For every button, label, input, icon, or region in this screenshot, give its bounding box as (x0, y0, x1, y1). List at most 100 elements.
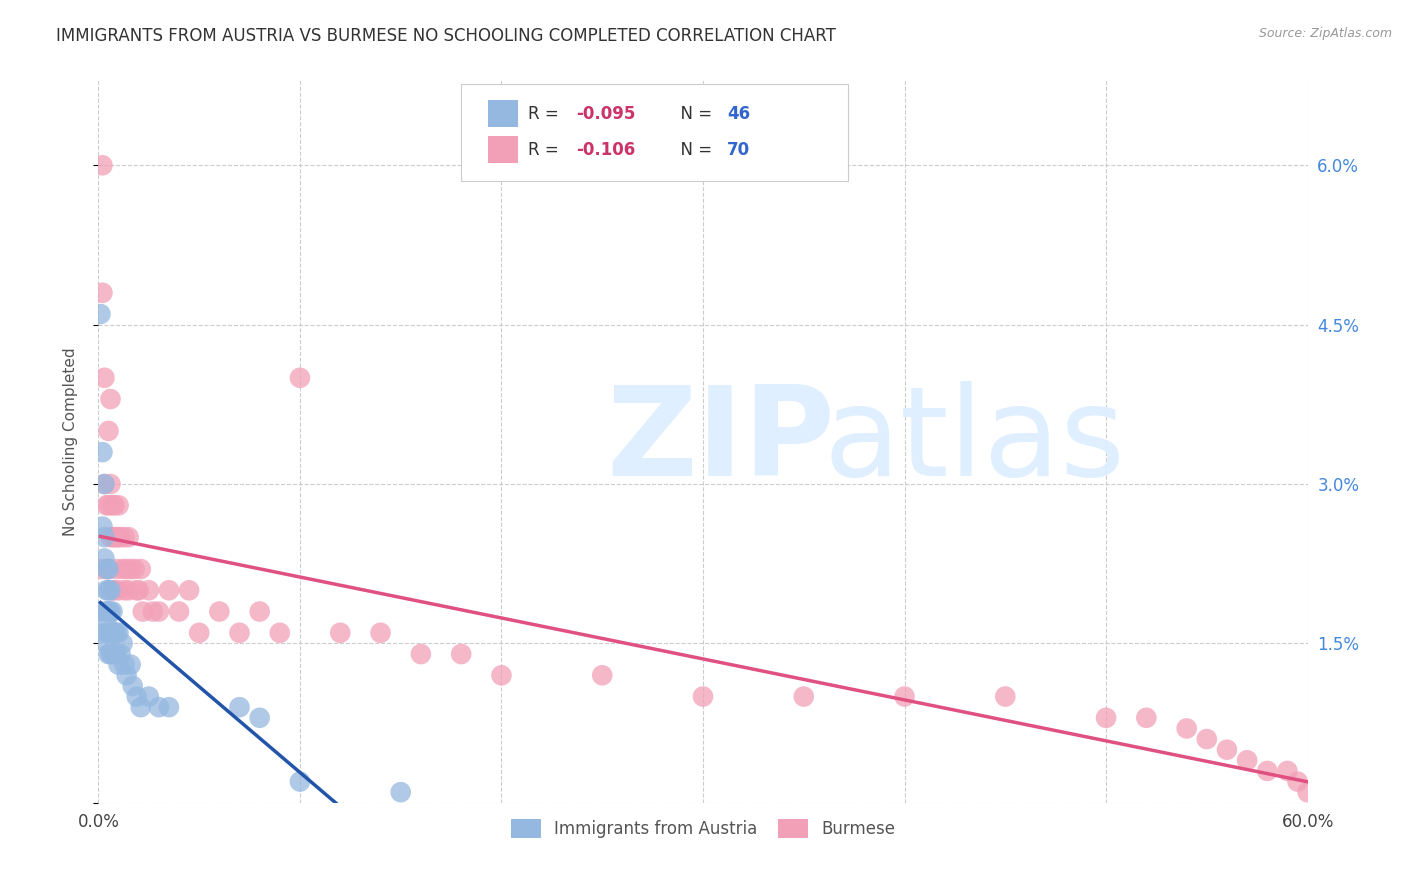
Legend: Immigrants from Austria, Burmese: Immigrants from Austria, Burmese (505, 813, 901, 845)
Point (96, 562, 118, 576)
Point (107, 530, 129, 544)
Point (1095, 711, 1118, 725)
Point (121, 679, 143, 693)
Point (269, 625, 291, 640)
Point (97, 498, 120, 512)
Point (100, 392, 122, 406)
Text: -0.095: -0.095 (576, 105, 636, 123)
Point (107, 583, 129, 598)
Point (89, 605, 111, 619)
Point (148, 700, 170, 714)
Text: 70: 70 (727, 141, 751, 160)
Point (93, 530, 115, 544)
Point (105, 530, 128, 544)
Point (114, 583, 136, 598)
Text: R =: R = (527, 105, 564, 123)
Point (107, 625, 129, 640)
Point (591, 668, 613, 682)
Point (288, 774, 311, 789)
Point (93, 477, 115, 491)
Point (100, 477, 122, 491)
FancyBboxPatch shape (488, 136, 517, 163)
Point (138, 690, 160, 704)
Point (125, 583, 148, 598)
Point (105, 562, 128, 576)
Point (105, 647, 128, 661)
Text: R =: R = (527, 141, 564, 160)
Text: 46: 46 (727, 105, 751, 123)
Point (125, 690, 148, 704)
Point (138, 583, 160, 598)
Point (288, 371, 311, 385)
Point (93, 371, 115, 385)
Point (179, 583, 201, 598)
Point (1195, 732, 1218, 747)
Point (157, 700, 180, 714)
Point (110, 530, 132, 544)
Point (1256, 764, 1278, 778)
Point (124, 562, 146, 576)
Point (129, 700, 152, 714)
Point (100, 583, 122, 598)
Point (93, 551, 115, 566)
Point (249, 605, 271, 619)
Point (101, 583, 124, 598)
Point (96, 562, 118, 576)
Point (97, 583, 120, 598)
Point (103, 530, 125, 544)
Point (96, 498, 118, 512)
Point (100, 605, 122, 619)
Text: ZIP: ZIP (606, 381, 835, 502)
Point (249, 711, 271, 725)
Point (96, 615, 118, 630)
Point (91, 285, 114, 300)
Point (97, 647, 120, 661)
Text: -0.106: -0.106 (576, 141, 636, 160)
Y-axis label: No Schooling Completed: No Schooling Completed (63, 347, 77, 536)
Point (228, 700, 250, 714)
Point (793, 690, 815, 704)
Point (96, 636, 118, 650)
Point (1135, 711, 1157, 725)
Point (105, 625, 128, 640)
Point (129, 562, 152, 576)
Point (96, 605, 118, 619)
Point (188, 625, 211, 640)
Point (101, 605, 124, 619)
Point (91, 445, 114, 459)
Point (167, 605, 190, 619)
Point (208, 605, 231, 619)
Point (100, 625, 122, 640)
Point (491, 668, 513, 682)
Point (1277, 764, 1299, 778)
Point (107, 498, 129, 512)
Point (93, 477, 115, 491)
Point (120, 562, 142, 576)
Point (91, 158, 114, 172)
Point (93, 625, 115, 640)
Point (142, 605, 165, 619)
Point (450, 647, 472, 661)
Point (103, 625, 125, 640)
Point (101, 647, 124, 661)
Text: Source: ZipAtlas.com: Source: ZipAtlas.com (1258, 27, 1392, 40)
Point (89, 562, 111, 576)
Point (120, 657, 142, 672)
Point (107, 657, 129, 672)
Point (103, 647, 125, 661)
Point (91, 519, 114, 533)
Text: N =: N = (671, 141, 717, 160)
Point (100, 647, 122, 661)
Point (97, 605, 120, 619)
Point (114, 530, 136, 544)
Point (409, 647, 432, 661)
Point (100, 530, 122, 544)
Point (1296, 785, 1319, 799)
Point (97, 562, 120, 576)
Point (1175, 722, 1198, 736)
Text: IMMIGRANTS FROM AUSTRIA VS BURMESE NO SCHOOLING COMPLETED CORRELATION CHART: IMMIGRANTS FROM AUSTRIA VS BURMESE NO SC… (56, 27, 837, 45)
Point (101, 530, 124, 544)
Point (1286, 774, 1309, 789)
Point (128, 583, 150, 598)
Point (692, 690, 714, 704)
